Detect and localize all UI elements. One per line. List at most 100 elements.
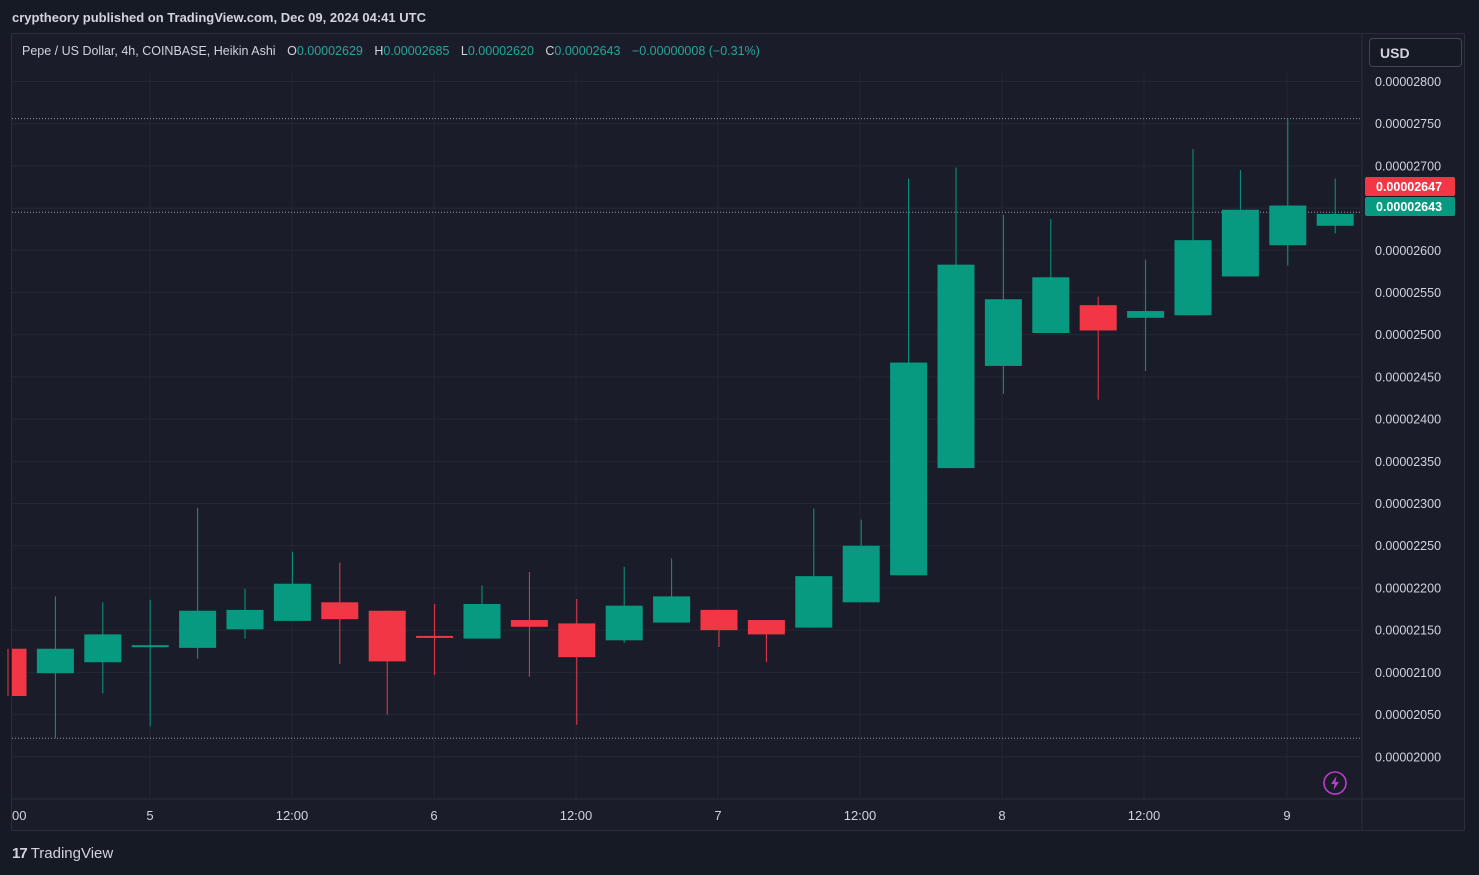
candle — [416, 603, 454, 675]
change-value: −0.00000008 (−0.31%) — [631, 44, 760, 58]
time-label: 5 — [146, 808, 153, 823]
candle-body — [937, 264, 975, 469]
price-axis: 0.000028000.000027500.000027000.00002650… — [1375, 75, 1441, 764]
candle — [747, 620, 785, 663]
grid-lines — [12, 34, 1464, 830]
brand-text: TradingView — [30, 845, 114, 862]
candle-body — [36, 648, 74, 674]
candle — [463, 585, 501, 639]
candle — [842, 519, 880, 603]
candle — [510, 571, 548, 677]
candle-body — [1174, 240, 1212, 316]
low-label: L — [460, 44, 468, 58]
candle-body — [510, 620, 548, 627]
price-label: 0.00002400 — [1375, 413, 1441, 427]
candle — [7, 648, 27, 697]
last-price-tag — [1365, 177, 1455, 196]
time-label: 12:00 — [276, 808, 309, 823]
candle — [795, 508, 833, 628]
candles — [7, 118, 1354, 739]
currency-button[interactable]: USD — [1369, 38, 1462, 67]
candle — [36, 596, 74, 739]
candle — [273, 551, 311, 621]
candle — [131, 599, 169, 727]
candle-body — [1221, 209, 1259, 277]
candle — [226, 588, 264, 639]
candle-body — [179, 610, 217, 648]
candle-body — [84, 634, 122, 663]
price-label: 0.00002350 — [1375, 455, 1441, 469]
close-price-tag — [1365, 197, 1455, 216]
candle-body — [747, 620, 785, 635]
candle-body — [273, 583, 311, 621]
candle — [368, 610, 406, 715]
candle — [890, 178, 928, 576]
price-label: 0.00002000 — [1375, 750, 1441, 764]
candle-body — [368, 610, 406, 662]
price-label: 0.00002150 — [1375, 624, 1441, 638]
high-value: 0.00002685 — [383, 44, 450, 58]
low-value: 0.00002620 — [467, 44, 534, 58]
candle-body — [1127, 311, 1165, 318]
footer-brand[interactable]: 17 TradingView — [12, 845, 113, 862]
time-label: 12:00 — [1128, 808, 1161, 823]
candle-body — [321, 602, 359, 620]
high-label: H — [374, 44, 384, 58]
candle-body — [1079, 305, 1117, 331]
price-label: 0.00002050 — [1375, 708, 1441, 722]
price-label: 0.00002700 — [1375, 159, 1441, 173]
candle — [653, 558, 691, 623]
time-label: 12:00 — [844, 808, 877, 823]
price-label: 0.00002550 — [1375, 286, 1441, 300]
lightning-icon[interactable] — [1323, 771, 1347, 795]
candle-body — [1032, 277, 1070, 334]
price-label: 0.00002500 — [1375, 328, 1441, 342]
candle — [1221, 170, 1259, 277]
time-label: 8 — [998, 808, 1005, 823]
price-label: 0.00002800 — [1375, 75, 1441, 89]
candle-body — [416, 635, 454, 638]
close-value: 0.00002643 — [554, 44, 621, 58]
candle — [84, 602, 122, 694]
candle-body — [12, 648, 27, 697]
candle-body — [842, 545, 880, 603]
candle-body — [1316, 213, 1354, 226]
time-label: 9 — [1283, 808, 1290, 823]
candle-body — [984, 299, 1022, 366]
price-label: 0.00002600 — [1375, 244, 1441, 258]
candle-body — [605, 605, 643, 641]
time-label: 12:00 — [560, 808, 593, 823]
price-label: 0.00002250 — [1375, 539, 1441, 553]
candle — [1316, 178, 1354, 234]
last-price-text: 0.00002647 — [1376, 180, 1442, 194]
candle-body — [463, 603, 501, 639]
candle — [605, 566, 643, 643]
symbol-description: Pepe / US Dollar, 4h, COINBASE, Heikin A… — [22, 44, 276, 58]
price-label: 0.00002100 — [1375, 666, 1441, 680]
time-label: 7 — [714, 808, 721, 823]
price-label: 0.00002300 — [1375, 497, 1441, 511]
price-tags: 0.00002647 0.00002643 — [1365, 177, 1455, 216]
candle — [1269, 118, 1307, 266]
candle — [700, 609, 738, 648]
candle-body — [1269, 205, 1307, 246]
chart-legend: Pepe / US Dollar, 4h, COINBASE, Heikin A… — [22, 44, 760, 58]
price-label: 0.00002750 — [1375, 117, 1441, 131]
price-label: 0.00002200 — [1375, 581, 1441, 595]
close-label: C — [545, 44, 555, 58]
candle — [937, 167, 975, 469]
open-label: O — [287, 44, 297, 58]
candle-body — [653, 596, 691, 623]
candle-body — [795, 576, 833, 628]
candle — [1127, 259, 1165, 371]
candle — [321, 562, 359, 664]
candle — [179, 507, 217, 659]
publisher-line: cryptheory published on TradingView.com,… — [12, 10, 426, 25]
candle-body — [890, 362, 928, 576]
time-axis: 00 5 12:00 6 12:00 7 12:00 8 12:00 9 — [12, 808, 1291, 823]
tradingview-logo-icon: 17 — [12, 845, 28, 862]
candle-body — [700, 609, 738, 631]
candle-body — [131, 645, 169, 648]
close-price-text: 0.00002643 — [1376, 200, 1442, 214]
